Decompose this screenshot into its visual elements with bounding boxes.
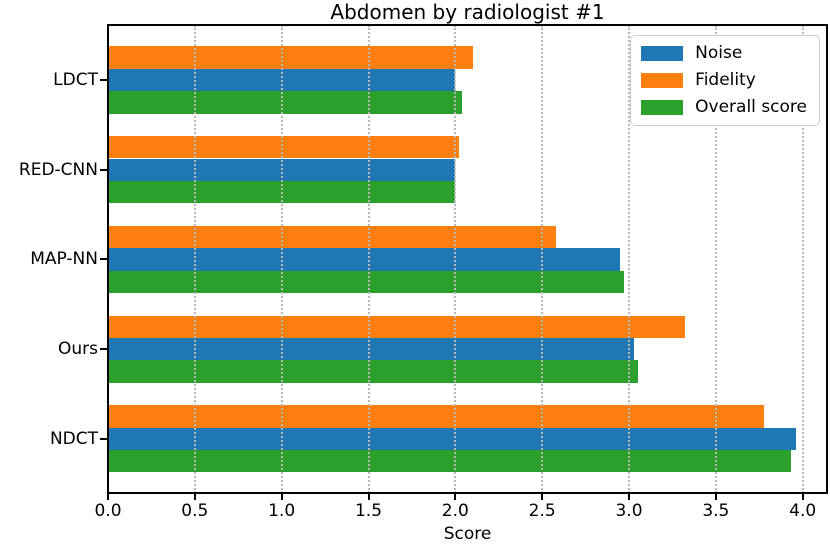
bar-overall-score-ours bbox=[108, 360, 638, 383]
x-tick-label-3.0: 3.0 bbox=[615, 501, 643, 521]
x-tick-label-2.5: 2.5 bbox=[528, 501, 556, 521]
bar-noise-ours bbox=[108, 337, 635, 361]
x-tick-2.0 bbox=[454, 493, 457, 500]
bar-fidelity-ours bbox=[108, 315, 685, 338]
legend-swatch-overall-score bbox=[641, 100, 684, 115]
y-tick-red-cnn bbox=[100, 168, 107, 171]
x-tick-label-1.0: 1.0 bbox=[268, 501, 296, 521]
y-tick-label-ldct: LDCT bbox=[53, 70, 98, 90]
x-tick-1.5 bbox=[367, 493, 370, 500]
y-axis-spine bbox=[107, 24, 109, 494]
bar-fidelity-ldct bbox=[108, 46, 473, 69]
top-spine bbox=[107, 24, 828, 26]
y-tick-label-red-cnn: RED-CNN bbox=[18, 159, 98, 180]
x-tick-label-0.5: 0.5 bbox=[181, 501, 209, 521]
gridline-x-1.0 bbox=[280, 25, 283, 493]
y-tick-ldct bbox=[100, 79, 107, 81]
bar-overall-score-map-nn bbox=[108, 270, 624, 293]
legend-label-noise: Noise bbox=[695, 43, 743, 63]
y-tick-label-map-nn: MAP-NN bbox=[30, 249, 98, 270]
legend-item-fidelity: Fidelity bbox=[641, 70, 807, 91]
gridline-x-2.0 bbox=[454, 25, 457, 493]
legend-item-noise: Noise bbox=[641, 43, 807, 64]
x-tick-2.5 bbox=[541, 493, 544, 500]
x-tick-label-4.0: 4.0 bbox=[789, 501, 817, 521]
gridline-x-2.5 bbox=[541, 25, 544, 493]
bar-noise-map-nn bbox=[108, 248, 621, 271]
x-tick-label-1.5: 1.5 bbox=[354, 501, 383, 521]
legend: Noise Fidelity Overall score bbox=[630, 35, 820, 126]
x-tick-0.0 bbox=[107, 493, 109, 500]
bar-fidelity-ndct bbox=[108, 405, 765, 428]
bar-overall-score-ldct bbox=[108, 91, 463, 114]
gridline-x-1.5 bbox=[367, 25, 370, 493]
legend-swatch-noise bbox=[641, 46, 684, 61]
legend-label-fidelity: Fidelity bbox=[695, 70, 756, 90]
gridline-x-0.5 bbox=[193, 25, 196, 493]
y-tick-ndct bbox=[100, 437, 107, 440]
gridline-x-4.0 bbox=[801, 25, 804, 493]
bar-noise-ndct bbox=[108, 427, 796, 450]
chart-title: Abdomen by radiologist #1 bbox=[330, 0, 605, 24]
y-tick-label-ndct: NDCT bbox=[49, 428, 98, 449]
x-axis-spine bbox=[107, 492, 828, 494]
x-tick-3.5 bbox=[714, 493, 717, 500]
x-tick-label-3.5: 3.5 bbox=[702, 501, 730, 521]
y-tick-ours bbox=[100, 348, 107, 351]
legend-label-overall-score: Overall score bbox=[695, 97, 807, 117]
right-spine bbox=[826, 24, 828, 494]
legend-item-overall-score: Overall score bbox=[641, 97, 807, 118]
x-tick-4.0 bbox=[801, 493, 804, 500]
x-axis-label: Score bbox=[443, 524, 492, 544]
x-tick-3.0 bbox=[628, 493, 630, 500]
y-tick-label-ours: Ours bbox=[57, 339, 98, 360]
x-tick-1.0 bbox=[280, 493, 283, 500]
y-tick-map-nn bbox=[100, 258, 107, 261]
bar-overall-score-ndct bbox=[108, 450, 791, 473]
bar-fidelity-map-nn bbox=[108, 225, 557, 249]
x-tick-label-0.0: 0.0 bbox=[94, 501, 122, 521]
x-tick-0.5 bbox=[193, 493, 196, 500]
bar-fidelity-red-cnn bbox=[108, 136, 459, 159]
gridline-x-3.0 bbox=[628, 25, 630, 493]
x-tick-label-2.0: 2.0 bbox=[441, 501, 469, 521]
legend-swatch-fidelity bbox=[641, 73, 684, 88]
plot-area: Noise Fidelity Overall score bbox=[107, 24, 828, 494]
gridline-x-3.5 bbox=[714, 25, 717, 493]
